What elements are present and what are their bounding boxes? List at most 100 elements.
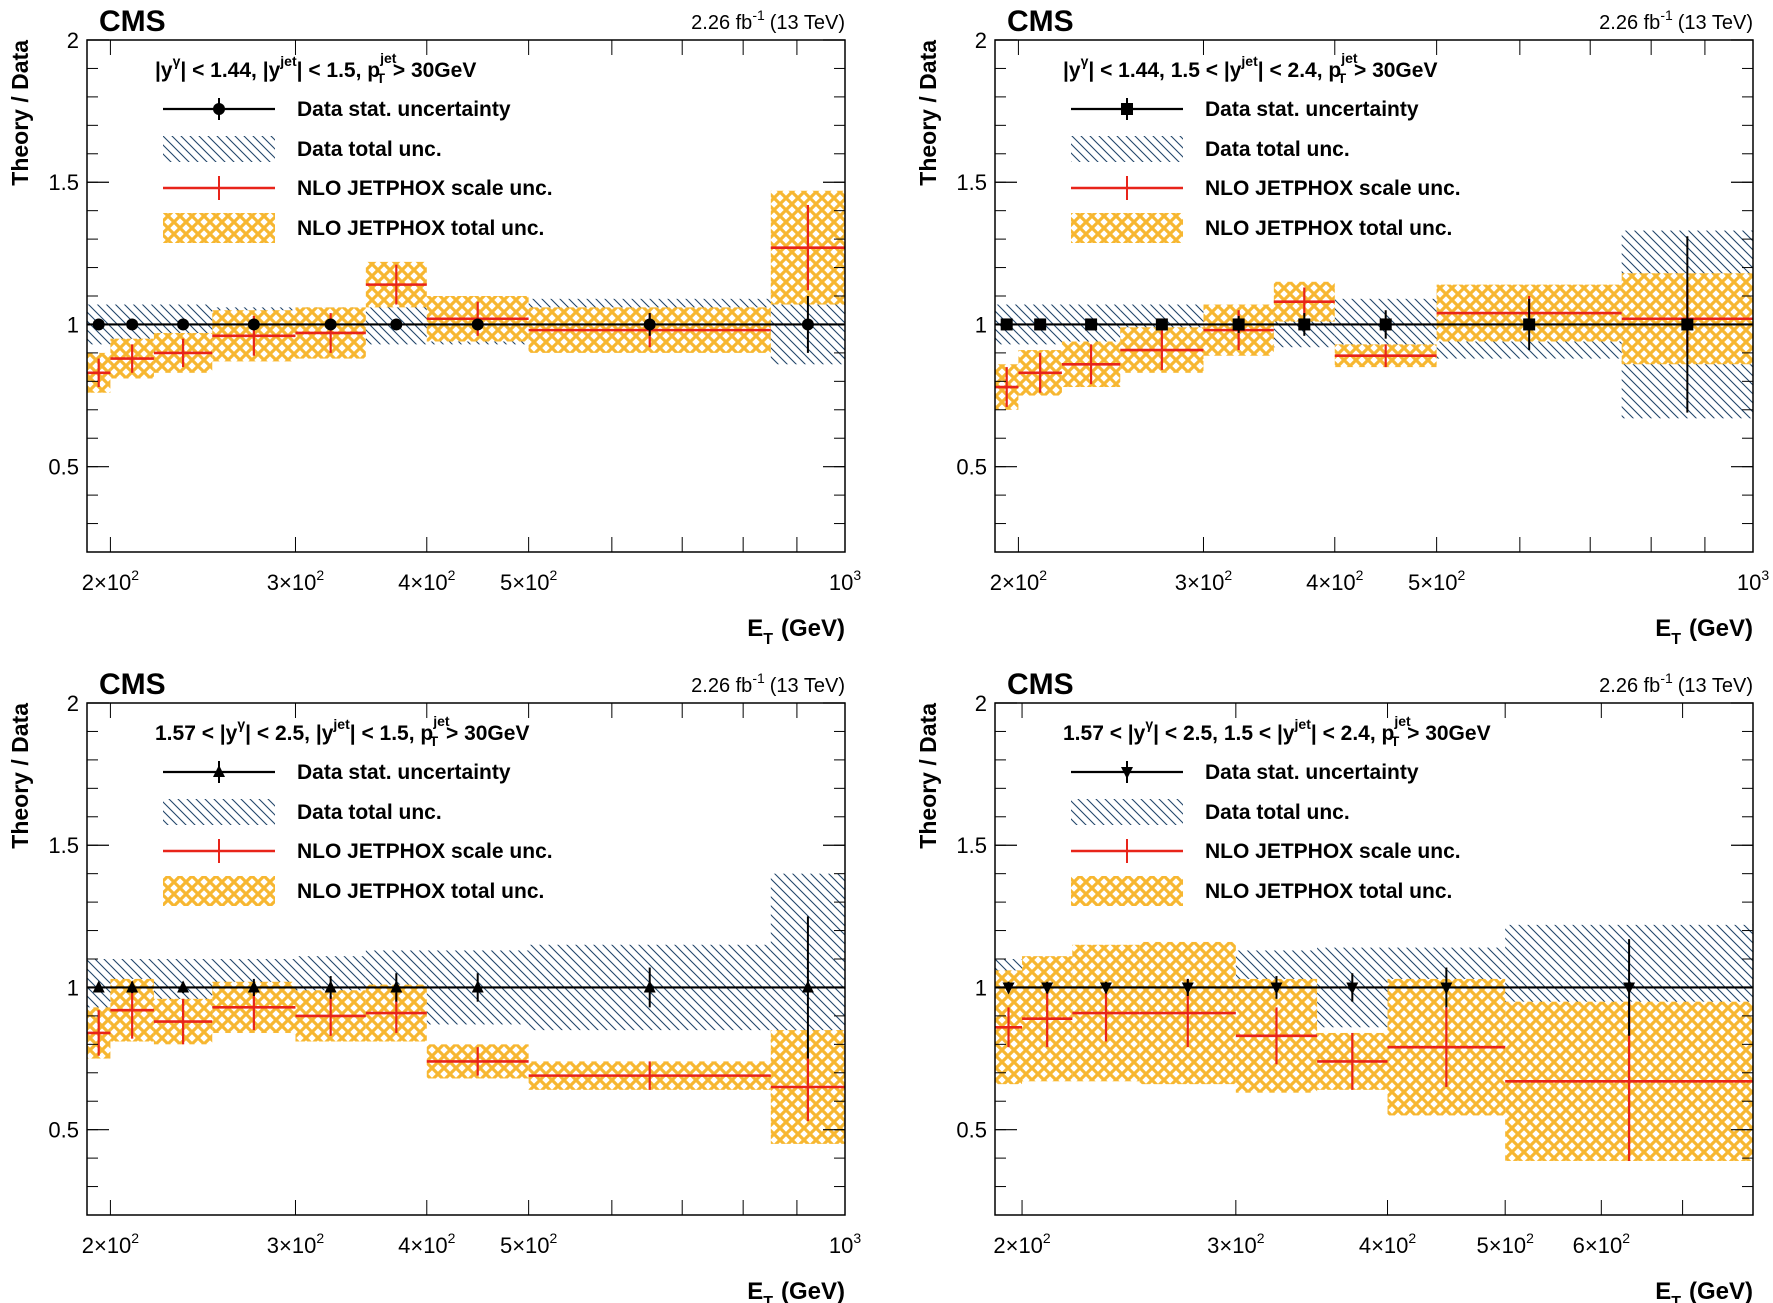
data-point-7 xyxy=(643,318,656,331)
legend: Data stat. uncertainty Data total unc. NLO… xyxy=(1071,98,1461,243)
y-tick-label: 1 xyxy=(975,312,987,337)
legend: Data stat. uncertainty Data total unc. NLO… xyxy=(163,98,553,243)
y-tick-label: 1 xyxy=(975,975,987,1000)
data-point-5 xyxy=(390,980,403,993)
legend: Data stat. uncertainty Data total unc. NLO… xyxy=(1071,761,1461,906)
data-point-6 xyxy=(1379,318,1392,331)
data-point-0 xyxy=(1002,982,1015,995)
data-point-4 xyxy=(1270,982,1283,995)
chart-panel-3: 0.5 1 1.5 2 2×102 3×102 4×102 5×102 103 ET (GeV) Th… xyxy=(7,668,861,1303)
data-point-6 xyxy=(471,318,484,331)
x-tick-label: 4×102 xyxy=(398,567,456,595)
experiment-label: CMS xyxy=(1007,5,1074,38)
x-axis-label: ET (GeV) xyxy=(747,615,845,648)
data-point-1 xyxy=(126,980,139,993)
data-point-1 xyxy=(126,318,139,331)
data-point-6 xyxy=(1440,982,1453,995)
data-point-8 xyxy=(801,980,814,993)
legend-theory-total-swatch xyxy=(163,213,275,243)
lumi-label: 2.26 fb-1 (13 TeV) xyxy=(1599,7,1753,34)
x-tick-label: 5×102 xyxy=(500,567,558,595)
y-tick-label: 0.5 xyxy=(48,455,79,480)
data-point-7 xyxy=(1523,318,1536,331)
plot-area xyxy=(87,873,845,1144)
legend-theory-total-label: NLO JETPHOX total unc. xyxy=(1205,217,1452,240)
x-tick-label: 6×102 xyxy=(1573,1230,1631,1258)
y-tick-label: 1 xyxy=(67,312,79,337)
data-point-3 xyxy=(247,318,260,331)
x-tick-label: 2×102 xyxy=(82,1230,140,1258)
y-tick-label: 0.5 xyxy=(48,1118,79,1143)
data-point-4 xyxy=(324,980,337,993)
y-tick-label: 1.5 xyxy=(956,170,987,195)
data-point-8 xyxy=(1681,318,1694,331)
data-point-7 xyxy=(1623,982,1636,995)
legend-data-total-label: Data total unc. xyxy=(297,138,442,161)
y-axis-label: Theory / Data xyxy=(915,703,941,849)
legend-data-total-swatch xyxy=(163,799,275,825)
legend-theory-scale-label: NLO JETPHOX scale unc. xyxy=(297,840,553,863)
legend-data-total-label: Data total unc. xyxy=(1205,138,1350,161)
x-tick-label: 2×102 xyxy=(990,567,1048,595)
selection-label: 1.57 < |yγ| < 2.5, 1.5 < |yjet| < 2.4, p… xyxy=(1063,713,1491,749)
selection-label: 1.57 < |yγ| < 2.5, |yjet| < 1.5, pjet T >… xyxy=(155,713,529,749)
y-axis-label: Theory / Data xyxy=(915,40,941,186)
x-tick-label: 3×102 xyxy=(267,1230,325,1258)
legend-data-marker xyxy=(1121,103,1133,115)
legend-theory-total-swatch xyxy=(1071,876,1183,906)
lumi-label: 2.26 fb-1 (13 TeV) xyxy=(691,670,845,697)
experiment-label: CMS xyxy=(99,5,166,38)
x-tick-label: 4×102 xyxy=(1359,1230,1417,1258)
legend-data-stat-label: Data stat. uncertainty xyxy=(1205,761,1419,784)
x-tick-label: 5×102 xyxy=(1476,1230,1534,1258)
data-point-2 xyxy=(1100,982,1113,995)
data-point-3 xyxy=(247,980,260,993)
y-tick-label: 2 xyxy=(975,28,987,53)
data-point-1 xyxy=(1041,982,1054,995)
x-tick-label: 4×102 xyxy=(1306,567,1364,595)
legend-theory-total-swatch xyxy=(163,876,275,906)
selection-label: |yγ| < 1.44, |yjet| < 1.5, pjet T > 30GeV xyxy=(155,50,476,86)
selection-label: |yγ| < 1.44, 1.5 < |yjet| < 2.4, pjet T >… xyxy=(1063,50,1437,86)
plot-area xyxy=(87,190,845,393)
y-tick-label: 0.5 xyxy=(956,455,987,480)
data-point-2 xyxy=(177,318,190,331)
x-tick-label: 2×102 xyxy=(993,1230,1051,1258)
data-point-6 xyxy=(471,980,484,993)
x-tick-label: 3×102 xyxy=(1207,1230,1265,1258)
data-point-3 xyxy=(1155,318,1168,331)
data-point-3 xyxy=(1181,982,1194,995)
data-point-4 xyxy=(324,318,337,331)
y-tick-label: 1 xyxy=(67,975,79,1000)
experiment-label: CMS xyxy=(99,668,166,701)
data-point-4 xyxy=(1232,318,1245,331)
data-point-5 xyxy=(390,318,403,331)
x-tick-label: 103 xyxy=(1737,567,1769,595)
legend: Data stat. uncertainty Data total unc. NLO… xyxy=(163,761,553,906)
legend-theory-scale-label: NLO JETPHOX scale unc. xyxy=(1205,840,1461,863)
y-tick-label: 1.5 xyxy=(956,833,987,858)
plot-area xyxy=(995,230,1753,419)
y-axis-label: Theory / Data xyxy=(7,703,33,849)
experiment-label: CMS xyxy=(1007,668,1074,701)
data-point-8 xyxy=(801,318,814,331)
legend-data-total-swatch xyxy=(1071,136,1183,162)
lumi-label: 2.26 fb-1 (13 TeV) xyxy=(1599,670,1753,697)
y-tick-label: 1.5 xyxy=(48,170,79,195)
legend-data-total-label: Data total unc. xyxy=(297,801,442,824)
y-axis-label: Theory / Data xyxy=(7,40,33,186)
chart-panel-2: 0.5 1 1.5 2 2×102 3×102 4×102 5×102 103 ET (GeV) Th… xyxy=(915,5,1769,648)
plot-area xyxy=(995,924,1753,1161)
legend-data-marker xyxy=(213,765,225,777)
lumi-label: 2.26 fb-1 (13 TeV) xyxy=(691,7,845,34)
data-point-0 xyxy=(92,980,105,993)
legend-data-total-swatch xyxy=(163,136,275,162)
x-axis-label: ET (GeV) xyxy=(1655,615,1753,648)
legend-data-stat-label: Data stat. uncertainty xyxy=(1205,98,1419,121)
x-tick-label: 5×102 xyxy=(1408,567,1466,595)
x-tick-label: 5×102 xyxy=(500,1230,558,1258)
legend-data-marker xyxy=(213,103,225,115)
y-tick-label: 0.5 xyxy=(956,1118,987,1143)
y-tick-label: 2 xyxy=(67,28,79,53)
legend-theory-total-label: NLO JETPHOX total unc. xyxy=(297,217,544,240)
